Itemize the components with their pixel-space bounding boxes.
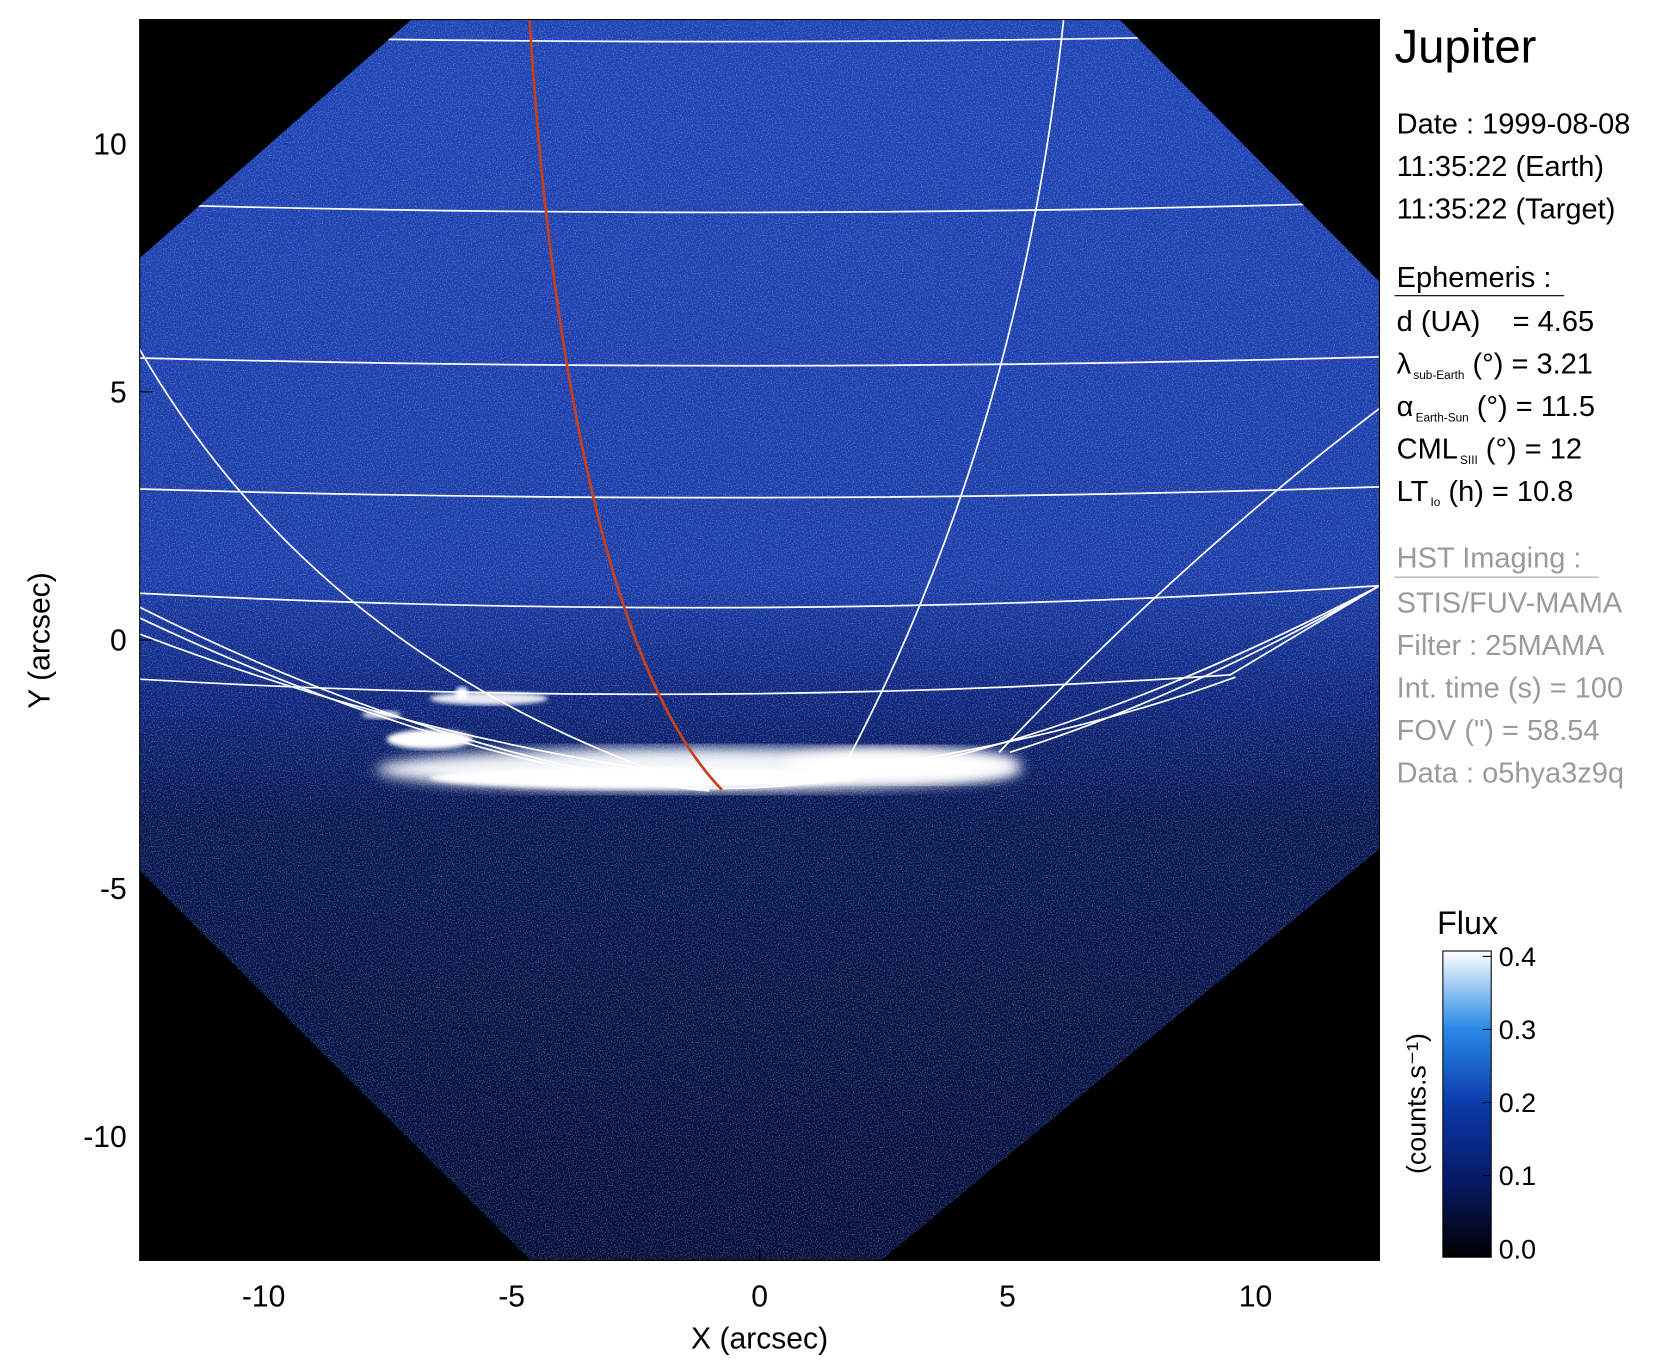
ephemeris-sub: Io xyxy=(1431,495,1441,509)
ephemeris-label: α xyxy=(1397,391,1414,423)
ephemeris-line: d (UA) = 4.65 xyxy=(1397,306,1594,338)
ephemeris-text: (°) = 11.5 xyxy=(1469,391,1595,423)
y-axis-label: Y (arcsec) xyxy=(23,572,56,709)
ephemeris-text: (°) = 3.21 xyxy=(1464,349,1592,381)
colorbar-tick-label: 0.1 xyxy=(1499,1161,1536,1191)
hst-line: Filter : 25MAMA xyxy=(1397,630,1606,662)
hst-title: HST Imaging : xyxy=(1397,542,1582,574)
info-panel: Date : 1999-08-08 11:35:22 (Earth) 11:35:2… xyxy=(1394,108,1631,789)
ephemeris-label: d (UA) = 4.65 xyxy=(1397,306,1594,338)
y-tick-label: -10 xyxy=(83,1121,126,1154)
date-line: 11:35:22 (Earth) xyxy=(1397,151,1604,183)
ephemeris-text: (h) = 10.8 xyxy=(1440,476,1573,508)
x-tick-label: 0 xyxy=(751,1281,768,1314)
colorbar-tick-label: 0.3 xyxy=(1499,1015,1536,1045)
io-footprint xyxy=(528,19,723,791)
y-tick-label: -5 xyxy=(100,873,127,906)
ephemeris-sub: Earth-Sun xyxy=(1416,410,1469,424)
colorbar-tick-label: 0.4 xyxy=(1499,942,1536,972)
x-tick-label: -5 xyxy=(498,1281,525,1314)
aurora xyxy=(362,686,1021,791)
ephemeris-text: (°) = 12 xyxy=(1478,433,1582,465)
y-tick-label: 0 xyxy=(110,625,127,658)
ephemeris-line: CML SIII (°) = 12 xyxy=(1397,433,1582,466)
ephemeris-line: α Earth-Sun (°) = 11.5 xyxy=(1397,391,1595,424)
ephemeris-label: λ xyxy=(1397,349,1412,381)
y-tick-label: 10 xyxy=(93,128,126,161)
x-tick-label: -10 xyxy=(242,1281,285,1314)
hst-line: Int. time (s) = 100 xyxy=(1397,672,1623,704)
ephemeris-label: CML xyxy=(1397,433,1458,465)
ephemeris-sub: SIII xyxy=(1460,453,1478,467)
hst-line: FOV (") = 58.54 xyxy=(1397,715,1600,747)
ephemeris-line: λ sub-Earth (°) = 3.21 xyxy=(1397,349,1593,382)
x-tick-label: 5 xyxy=(999,1281,1016,1314)
date-line: Date : 1999-08-08 xyxy=(1397,108,1631,140)
x-tick-label: 10 xyxy=(1239,1281,1272,1314)
hst-line: Data : o5hya3z9q xyxy=(1397,757,1624,789)
y-tick-label: 5 xyxy=(110,377,127,410)
ephemeris-label: LT xyxy=(1397,476,1429,508)
colorbar-title: Flux xyxy=(1437,905,1498,941)
hst-line: STIS/FUV-MAMA xyxy=(1397,588,1623,620)
ephemeris-sub: sub-Earth xyxy=(1413,368,1464,382)
x-axis-label: X (arcsec) xyxy=(691,1323,828,1356)
colorbar xyxy=(1442,950,1492,1258)
date-line: 11:35:22 (Target) xyxy=(1397,193,1616,225)
ephemeris-title: Ephemeris : xyxy=(1397,262,1552,294)
planet-grid xyxy=(139,19,1380,792)
ephemeris-line: LT Io (h) = 10.8 xyxy=(1397,476,1574,509)
colorbar-label: (counts.s⁻¹) xyxy=(1402,1033,1432,1174)
colorbar-tick-label: 0.0 xyxy=(1499,1234,1536,1264)
colorbar-tick-label: 0.2 xyxy=(1499,1088,1536,1118)
title: Jupiter xyxy=(1395,21,1537,74)
